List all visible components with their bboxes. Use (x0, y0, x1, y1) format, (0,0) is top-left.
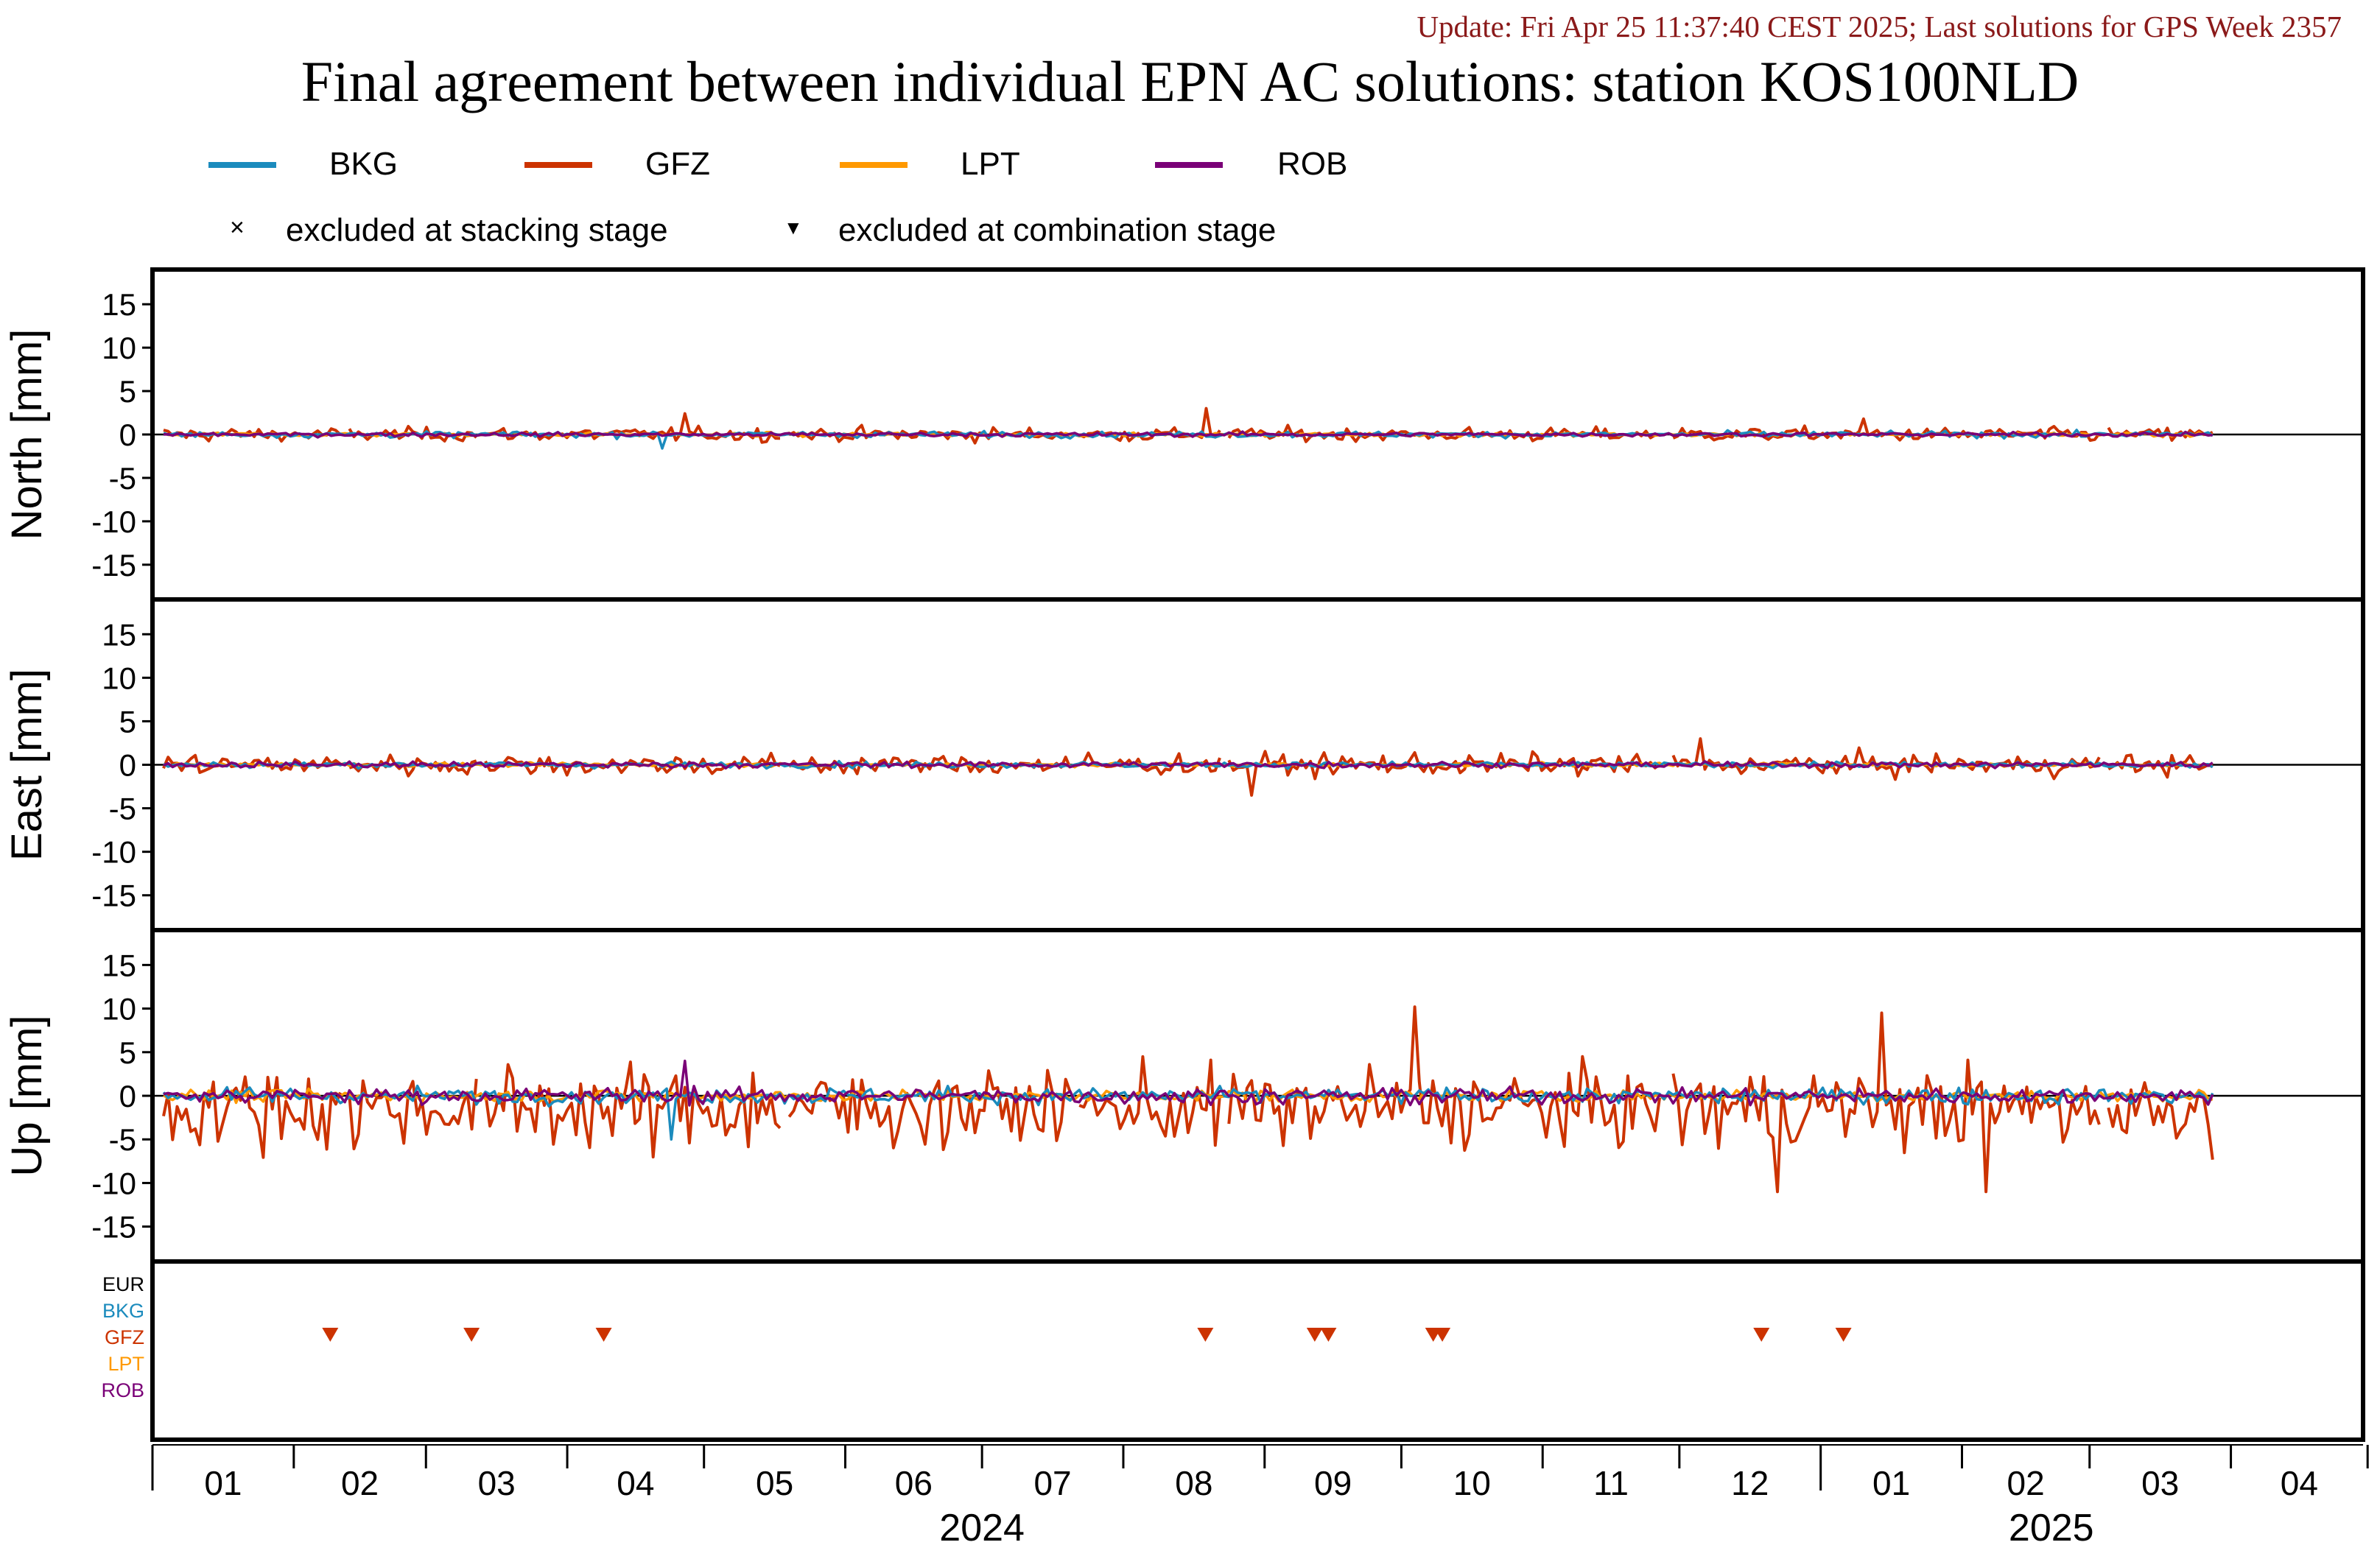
gfz-exclusion-marker (1434, 1328, 1451, 1342)
x-year-label: 2024 (939, 1507, 1025, 1545)
panel-east: -15 -10 -5 0 5 10 15 East [mm] (3, 597, 2365, 932)
y-tick-label: -15 (91, 1210, 136, 1245)
exclusion-row-label: BKG (102, 1300, 144, 1322)
x-tick-label: 04 (617, 1464, 654, 1502)
y-tick-label: 15 (102, 617, 136, 652)
combination-marker-icon: ▼ (784, 217, 803, 239)
exclusion-row-label: LPT (108, 1353, 144, 1375)
y-tick-label: -10 (91, 1166, 136, 1200)
y-tick-label: 15 (102, 287, 136, 322)
x-tick-label: 03 (478, 1464, 516, 1502)
gfz-exclusion-marker (463, 1328, 480, 1342)
gfz-exclusion-marker (1306, 1328, 1323, 1342)
gfz-exclusion-marker (1320, 1328, 1337, 1342)
exclusion-frame (150, 1259, 2365, 1442)
x-tick-label: 01 (204, 1464, 242, 1502)
gfz-exclusion-marker (1753, 1328, 1770, 1342)
exclusion-row-label: EUR (102, 1273, 144, 1295)
legend-swatch-gfz (524, 162, 592, 168)
y-tick-label: 10 (102, 992, 136, 1027)
y-tick-label: -15 (91, 879, 136, 913)
y-tick-label: -15 (91, 548, 136, 583)
legend-swatch-lpt (840, 162, 908, 168)
x-tick-label: 06 (895, 1464, 933, 1502)
y-tick-label: 10 (102, 661, 136, 695)
legend-swatch-rob (1155, 162, 1223, 168)
y-tick-label: 5 (119, 704, 136, 739)
gfz-exclusion-marker (595, 1328, 612, 1342)
series-east-rob (163, 760, 2214, 770)
y-axis-label: North [mm] (3, 329, 51, 541)
y-tick-label: 10 (102, 331, 136, 365)
x-tick-label: 05 (756, 1464, 793, 1502)
exclusion-row-label: GFZ (105, 1326, 144, 1348)
x-tick-label: 04 (2281, 1464, 2318, 1502)
y-tick-label: -5 (109, 792, 136, 826)
y-axis-label: East [mm] (3, 669, 51, 861)
y-tick-label: 0 (119, 1079, 136, 1113)
legend-label-lpt: LPT (961, 146, 1020, 182)
gfz-exclusion-marker (322, 1328, 339, 1342)
stacking-marker-label: excluded at stacking stage (286, 212, 668, 248)
x-tick-label: 08 (1175, 1464, 1212, 1502)
exclusion-panel: EUR BKG GFZ LPT ROB (101, 1259, 2365, 1442)
legend-label-gfz: GFZ (645, 146, 710, 182)
exclusion-row-label: ROB (101, 1379, 144, 1401)
x-tick-label: 11 (1593, 1464, 1629, 1502)
legend-label-bkg: BKG (329, 146, 398, 182)
series-up-rob (163, 1059, 2214, 1107)
x-year-label: 2025 (2009, 1507, 2094, 1545)
legend-swatch-bkg (208, 162, 276, 168)
stacking-marker-icon: × (230, 214, 245, 242)
x-tick-label: 02 (341, 1464, 379, 1502)
gfz-exclusion-marker (1835, 1328, 1852, 1342)
legend-label-rob: ROB (1277, 146, 1348, 182)
y-tick-label: 15 (102, 948, 136, 982)
y-axis-label: Up [mm] (3, 1015, 51, 1176)
y-tick-label: 5 (119, 374, 136, 409)
y-tick-label: -10 (91, 835, 136, 870)
x-tick-label: 02 (2007, 1464, 2045, 1502)
y-tick-label: -5 (109, 1122, 136, 1157)
y-tick-label: 5 (119, 1035, 136, 1070)
x-tick-label: 01 (1872, 1464, 1910, 1502)
panel-north: -15 -10 -5 0 5 10 15 North [mm] (3, 267, 2365, 602)
update-notice: Update: Fri Apr 25 11:37:40 CEST 2025; L… (1417, 10, 2342, 43)
x-tick-label: 10 (1453, 1464, 1491, 1502)
series-north-rob (163, 430, 2213, 439)
x-tick-label: 03 (2141, 1464, 2179, 1502)
y-tick-label: -5 (109, 461, 136, 496)
chart-title: Final agreement between individual EPN A… (301, 49, 2079, 113)
x-tick-label: 07 (1033, 1464, 1071, 1502)
y-tick-label: -10 (91, 504, 136, 539)
series-north-gfz (163, 407, 2214, 445)
x-tick-label: 09 (1314, 1464, 1352, 1502)
gfz-exclusion-marker (1197, 1328, 1214, 1342)
x-tick-label: 12 (1731, 1464, 1769, 1502)
y-tick-label: 0 (119, 418, 136, 452)
panel-up: -15 -10 -5 0 5 10 15 Up [mm] (3, 928, 2365, 1264)
combination-marker-label: excluded at combination stage (838, 212, 1277, 248)
y-tick-label: 0 (119, 748, 136, 783)
